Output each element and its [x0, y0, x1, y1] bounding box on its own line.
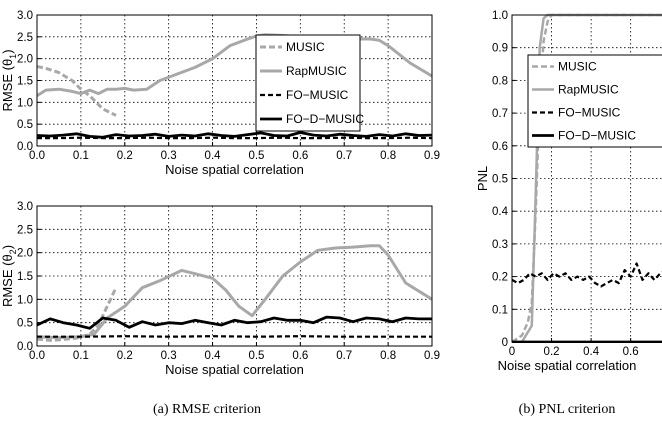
x-tick-label: 0.2 — [544, 346, 560, 358]
legend-label: FO−MUSIC — [558, 106, 621, 120]
x-tick-label: 0.4 — [205, 350, 222, 362]
x-tick-label: 0.1 — [73, 350, 89, 362]
x-tick-label: 0.5 — [248, 150, 264, 162]
x-tick-label: 0.3 — [161, 150, 177, 162]
y-tick-label: 0.5 — [17, 318, 33, 330]
x-tick-label: 0.2 — [117, 150, 133, 162]
y-tick-label: 0.3 — [492, 239, 508, 251]
y-tick-label: 0.9 — [492, 43, 508, 55]
y-tick-label: 1.5 — [17, 271, 33, 283]
y-tick-label: 0.0 — [17, 341, 33, 353]
legend-label: RapMUSIC — [286, 64, 347, 78]
legend-label: FO−MUSIC — [286, 88, 349, 102]
x-tick-label: 0.6 — [623, 346, 639, 358]
x-axis-label: Noise spatial correlation — [498, 358, 637, 373]
y-tick-label: 2.5 — [17, 32, 33, 44]
y-tick-label: 2.5 — [17, 224, 33, 236]
caption-pnl: (b) PNL criterion — [519, 402, 616, 417]
x-tick-label: 0.1 — [73, 150, 89, 162]
y-tick-label: 0.1 — [492, 304, 508, 316]
legend-label: FO−D−MUSIC — [286, 112, 364, 126]
y-tick-label: 3.0 — [17, 201, 33, 213]
y-axis-label: RMSE (θ2) — [0, 245, 18, 307]
x-axis-label: Noise spatial correlation — [165, 162, 304, 177]
y-axis-label: RMSE (θ1) — [0, 49, 18, 111]
x-tick-label: 0.4 — [205, 150, 222, 162]
x-tick-label: 0.2 — [117, 350, 133, 362]
y-tick-label: 1.0 — [17, 97, 33, 109]
x-tick-label: 0.7 — [336, 150, 352, 162]
x-tick-label: 0 — [509, 346, 515, 358]
y-tick-label: 0.4 — [492, 206, 509, 218]
legend: MUSIC RapMUSIC FO−MUSIC FO−D−MUSIC — [528, 55, 662, 147]
x-tick-label: 0.6 — [292, 350, 308, 362]
legend-label: MUSIC — [558, 60, 597, 74]
y-tick-label: 1.5 — [17, 76, 33, 88]
y-axis-label: PNL — [475, 166, 490, 191]
rmse-theta1-panel: 0.0 0.1 0.2 0.3 0.4 0.5 0.6 0.7 0.8 0.90.00.51.01… — [0, 10, 440, 177]
x-tick-label: 0.6 — [292, 150, 308, 162]
y-tick-label: 0.0 — [17, 141, 33, 153]
x-tick-label: 0.9 — [424, 150, 440, 162]
y-tick-label: 2.0 — [17, 54, 33, 66]
y-tick-label: 1.0 — [17, 294, 33, 306]
legend-label: RapMUSIC — [558, 83, 619, 97]
y-tick-label: 0 — [502, 337, 508, 349]
x-tick-label: 0.5 — [248, 350, 264, 362]
y-tick-label: 0.7 — [492, 108, 508, 120]
x-tick-label: 0.8 — [380, 150, 396, 162]
x-axis-label: Noise spatial correlation — [165, 362, 304, 377]
x-tick-label: 0.7 — [336, 350, 352, 362]
legend-label: MUSIC — [286, 40, 325, 54]
x-tick-label: 0.9 — [424, 350, 440, 362]
x-tick-label: 0.8 — [380, 350, 396, 362]
legend: MUSIC RapMUSIC FO−MUSIC FO−D−MUSIC — [256, 35, 364, 131]
rmse-theta2-panel: 0.0 0.1 0.2 0.3 0.4 0.5 0.6 0.7 0.8 0.90.00.51.01… — [0, 201, 440, 377]
y-tick-label: 0.5 — [17, 119, 33, 131]
y-tick-label: 0.6 — [492, 141, 508, 153]
x-tick-label: 0.4 — [583, 346, 600, 358]
y-tick-label: 0.2 — [492, 272, 508, 284]
y-tick-label: 3.0 — [17, 10, 33, 22]
x-tick-label: 0.3 — [161, 350, 177, 362]
y-tick-label: 0.5 — [492, 174, 508, 186]
legend-label: FO−D−MUSIC — [558, 129, 636, 143]
caption-rmse: (a) RMSE criterion — [153, 402, 261, 417]
y-tick-label: 1.0 — [492, 10, 508, 22]
y-tick-label: 0.8 — [492, 75, 508, 87]
y-tick-label: 2.0 — [17, 248, 33, 260]
pnl-panel: 00.20.40.60.800.10.20.30.40.50.60.70.80.… — [475, 10, 662, 373]
